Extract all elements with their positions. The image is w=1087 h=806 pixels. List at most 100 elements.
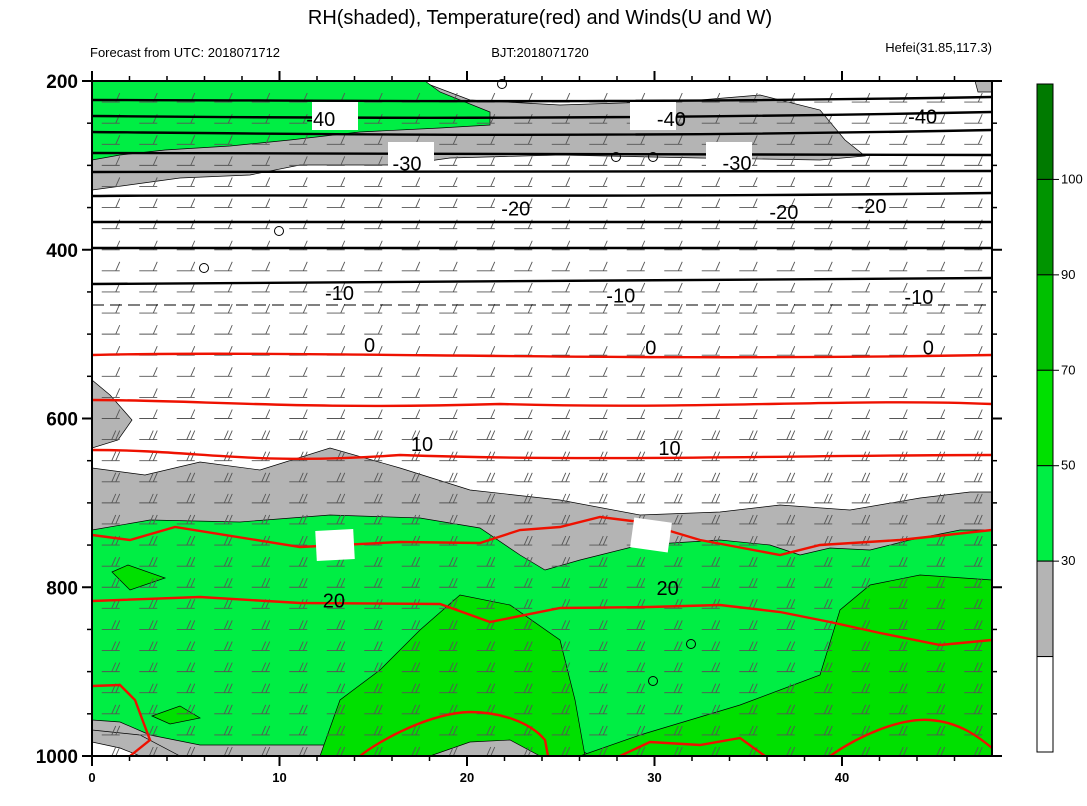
wind-barb — [889, 704, 908, 715]
wind-barb — [664, 472, 683, 483]
contour-label: -40 — [908, 106, 937, 128]
wind-barb — [326, 683, 346, 694]
wind-barb — [514, 704, 533, 715]
wind-barb — [851, 261, 871, 272]
wind-barb — [401, 683, 421, 694]
wind-barb — [214, 324, 233, 335]
wind-barb — [926, 261, 946, 272]
wind-barb — [551, 704, 571, 715]
contour-label: -20 — [858, 196, 887, 218]
contour-label: 20 — [657, 578, 679, 600]
wind-barbs — [101, 92, 983, 756]
wind-barb — [851, 556, 871, 567]
wind-barb — [889, 725, 908, 736]
wind-barb — [364, 556, 383, 567]
wind-barb — [776, 346, 796, 356]
wind-barb — [626, 430, 646, 441]
wind-barb — [214, 704, 233, 715]
wind-barb — [364, 367, 383, 377]
wind-barb — [326, 725, 346, 736]
wind-barb — [664, 388, 683, 398]
wind-barb — [251, 303, 271, 314]
wind-barb — [814, 409, 833, 419]
wind-barb — [776, 620, 796, 630]
wind-barb — [626, 683, 646, 694]
x-tick-label: 10 — [272, 770, 286, 785]
wind-barb — [364, 303, 383, 314]
rh-gray-bottom-mid — [429, 739, 541, 756]
wind-barb — [926, 641, 946, 651]
wind-barb — [889, 599, 908, 609]
wind-barb — [626, 324, 646, 335]
wind-barb — [514, 324, 533, 335]
wind-barb — [814, 641, 833, 651]
wind-barb — [551, 578, 571, 588]
wind-barb — [326, 493, 346, 504]
wind-barb — [514, 282, 533, 293]
wind-barb — [251, 746, 271, 756]
wind-barb — [964, 388, 983, 398]
wind-barb — [476, 388, 496, 398]
wind-barb — [964, 135, 983, 145]
wind-barb — [739, 683, 758, 694]
contour-label: 20 — [323, 591, 345, 613]
wind-barb — [626, 303, 646, 314]
wind-barb — [326, 641, 346, 651]
wind-barb — [514, 388, 533, 398]
wind-barb — [514, 620, 533, 630]
wind-barb — [851, 303, 871, 314]
wind-barb — [964, 493, 983, 504]
wind-barb — [701, 578, 721, 588]
wind-barb — [889, 114, 908, 124]
wind-barb — [589, 114, 608, 124]
wind-barb — [851, 430, 871, 441]
wind-barb — [701, 620, 721, 630]
wind-barb — [401, 746, 421, 756]
wind-barb — [551, 282, 571, 293]
colorbar-swatch — [1036, 178, 1054, 276]
wind-barb — [476, 662, 496, 673]
calm-circle — [497, 79, 507, 89]
wind-barb — [364, 324, 383, 335]
wind-barb — [214, 556, 233, 567]
wind-barb — [664, 303, 683, 314]
wind-barb — [401, 472, 421, 483]
forecast-label: Forecast from UTC: 2018071712 — [90, 45, 280, 60]
wind-barb — [514, 746, 533, 756]
wind-barb — [476, 514, 496, 525]
wind-barb — [889, 324, 908, 335]
wind-barb — [814, 324, 833, 335]
wind-barb — [139, 662, 158, 673]
wind-barb — [814, 599, 833, 609]
wind-barb — [664, 282, 683, 293]
wind-barb — [814, 198, 833, 209]
wind-barb — [401, 535, 421, 546]
wind-barb — [401, 641, 421, 651]
wind-barb — [814, 92, 833, 103]
wind-barb — [739, 493, 758, 504]
wind-barb — [214, 599, 233, 609]
wind-barb — [326, 261, 346, 272]
wind-barb — [926, 704, 946, 715]
wind-barb — [739, 704, 758, 715]
isotherm-neg-1 — [92, 95, 992, 103]
rh-green-dot2 — [151, 705, 201, 725]
wind-barb — [289, 620, 308, 630]
wind-barb — [401, 620, 421, 630]
wind-barb — [551, 662, 571, 673]
wind-barb — [514, 114, 533, 124]
wind-barb — [739, 620, 758, 630]
wind-barb — [401, 367, 421, 377]
wind-barb — [139, 535, 158, 546]
wind-barb — [251, 514, 271, 525]
wind-barb — [514, 451, 533, 462]
wind-barb — [776, 683, 796, 694]
wind-barb — [589, 556, 608, 567]
wind-barb — [889, 578, 908, 588]
wind-barb — [439, 367, 458, 377]
wind-barb — [476, 324, 496, 335]
wind-barb — [964, 156, 983, 166]
wind-barb — [326, 514, 346, 525]
wind-barb — [851, 746, 871, 756]
wind-barb — [439, 493, 458, 504]
